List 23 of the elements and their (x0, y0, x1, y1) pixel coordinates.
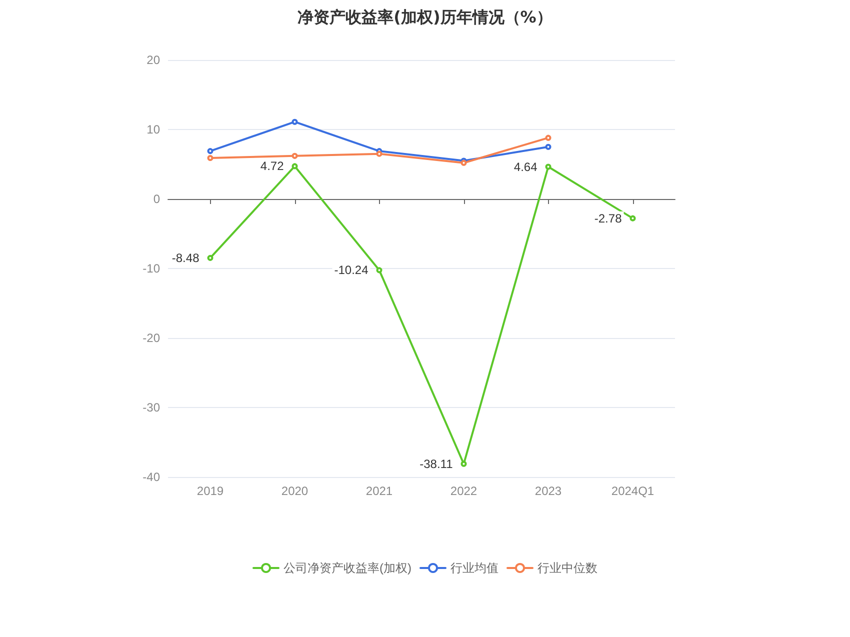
data-label: -2.78 (594, 211, 622, 226)
data-label: 4.64 (514, 160, 538, 174)
x-tick-label: 2021 (366, 484, 393, 498)
y-tick-label: 10 (146, 122, 160, 136)
data-label: -8.48 (172, 250, 200, 265)
x-tick-label: 2023 (534, 484, 562, 498)
x-tick-label: 2020 (281, 484, 308, 498)
chart-title: 净资产收益率(加权)历年情况（%） (298, 8, 552, 26)
y-tick-label: -20 (142, 331, 160, 345)
data-label: 4.72 (260, 159, 284, 174)
y-tick-label: -30 (142, 400, 160, 414)
legend-label: 公司净资产收益率(加权) (284, 561, 412, 575)
y-tick-label: 20 (146, 53, 160, 67)
y-tick-label: 0 (153, 192, 160, 206)
legend-label: 行业中位数 (537, 561, 598, 575)
x-tick-label: 2022 (450, 484, 478, 498)
legend-label: 行业均值 (450, 561, 498, 575)
data-label: -38.11 (420, 456, 454, 471)
y-tick-label: -10 (142, 262, 160, 276)
x-tick-label: 2019 (196, 484, 224, 498)
data-label: -10.24 (334, 263, 369, 278)
x-tick-label: 2024Q1 (611, 484, 654, 498)
y-tick-label: -40 (142, 470, 160, 484)
